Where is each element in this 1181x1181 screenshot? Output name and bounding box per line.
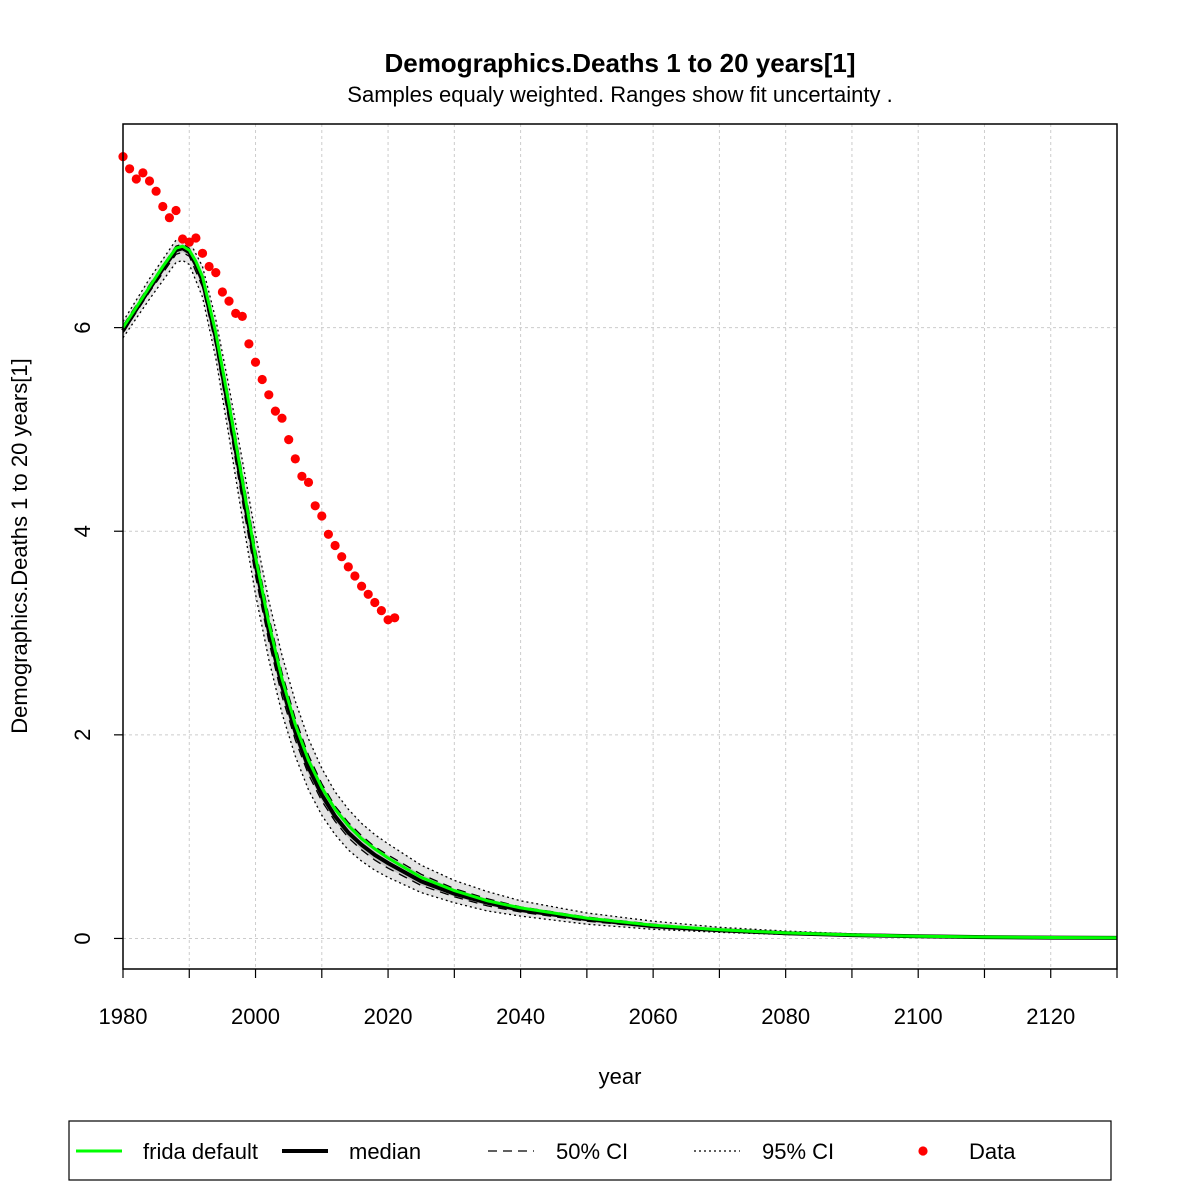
data-point <box>244 339 254 349</box>
data-point <box>284 435 294 445</box>
plot-frame <box>122 123 1118 970</box>
data-point <box>184 237 194 247</box>
legend-symbol-data <box>918 1146 928 1156</box>
ci95-band <box>123 238 1117 939</box>
data-point <box>151 186 161 196</box>
legend-label: Data <box>969 1139 1016 1164</box>
data-point <box>303 477 314 487</box>
data-point <box>197 248 208 258</box>
x-tick-label: 2060 <box>629 1004 678 1029</box>
data-point <box>390 613 400 623</box>
legend-label: frida default <box>143 1139 258 1164</box>
data-points <box>118 152 400 625</box>
data-point <box>270 406 280 416</box>
data-point <box>370 597 380 608</box>
series-lines <box>121 237 1118 940</box>
data-point <box>125 164 135 174</box>
data-point <box>317 511 327 521</box>
x-tick-label: 2000 <box>231 1004 280 1029</box>
x-tick-label: 2040 <box>496 1004 545 1029</box>
y-tick-label: 6 <box>70 321 95 333</box>
data-point <box>144 176 155 186</box>
ci-band <box>123 238 1117 939</box>
y-axis: 0 2 4 6 <box>70 321 123 945</box>
y-axis-label: Demographics.Deaths 1 to 20 years[1] <box>7 358 32 733</box>
data-point <box>211 268 221 278</box>
data-point <box>350 571 360 581</box>
data-point <box>310 501 320 511</box>
ci95-line <box>122 259 1118 939</box>
x-axis: 1980 2000 2020 2040 2060 2080 2100 2120 <box>99 969 1118 1029</box>
data-point <box>250 357 261 367</box>
x-tick-label: 2020 <box>364 1004 413 1029</box>
x-tick-label: 2100 <box>894 1004 943 1029</box>
data-point <box>217 287 227 297</box>
ci50-line <box>122 251 1118 939</box>
data-point <box>343 562 353 572</box>
legend-label: median <box>349 1139 421 1164</box>
ci50-line <box>122 243 1118 939</box>
data-point <box>204 261 214 272</box>
legend-label: 95% CI <box>762 1139 834 1164</box>
data-point <box>191 233 201 243</box>
frida-default-line <box>121 244 1118 940</box>
data-point <box>237 311 247 321</box>
data-point <box>357 581 367 591</box>
data-point <box>131 174 141 184</box>
chart-subtitle: Samples equaly weighted. Ranges show fit… <box>347 82 892 107</box>
data-point <box>158 201 168 212</box>
data-point <box>264 390 274 400</box>
data-point <box>171 205 181 216</box>
data-point <box>138 168 148 178</box>
y-tick-label: 4 <box>70 525 95 537</box>
x-tick-label: 1980 <box>99 1004 148 1029</box>
data-point <box>290 454 300 464</box>
ci50-band <box>123 244 1117 938</box>
data-point <box>330 540 340 551</box>
legend-box <box>68 1120 1112 1181</box>
chart-title: Demographics.Deaths 1 to 20 years[1] <box>384 48 855 78</box>
data-point <box>337 552 347 562</box>
data-point <box>376 606 386 616</box>
data-point <box>224 296 234 306</box>
median-line <box>121 246 1118 940</box>
data-point <box>297 471 307 481</box>
data-point <box>277 413 287 423</box>
data-point <box>257 374 267 385</box>
ci95-line <box>122 237 1118 939</box>
x-tick-label: 2120 <box>1026 1004 1075 1029</box>
data-point <box>323 529 333 539</box>
y-tick-label: 0 <box>70 932 95 944</box>
legend-label: 50% CI <box>556 1139 628 1164</box>
data-point <box>363 589 373 599</box>
y-tick-label: 2 <box>70 729 95 741</box>
x-axis-label: year <box>599 1064 642 1089</box>
data-point <box>164 213 174 223</box>
legend: frida default median 50% CI 95% CI Data <box>68 1120 1112 1181</box>
grid <box>123 124 1117 969</box>
x-tick-label: 2080 <box>761 1004 810 1029</box>
